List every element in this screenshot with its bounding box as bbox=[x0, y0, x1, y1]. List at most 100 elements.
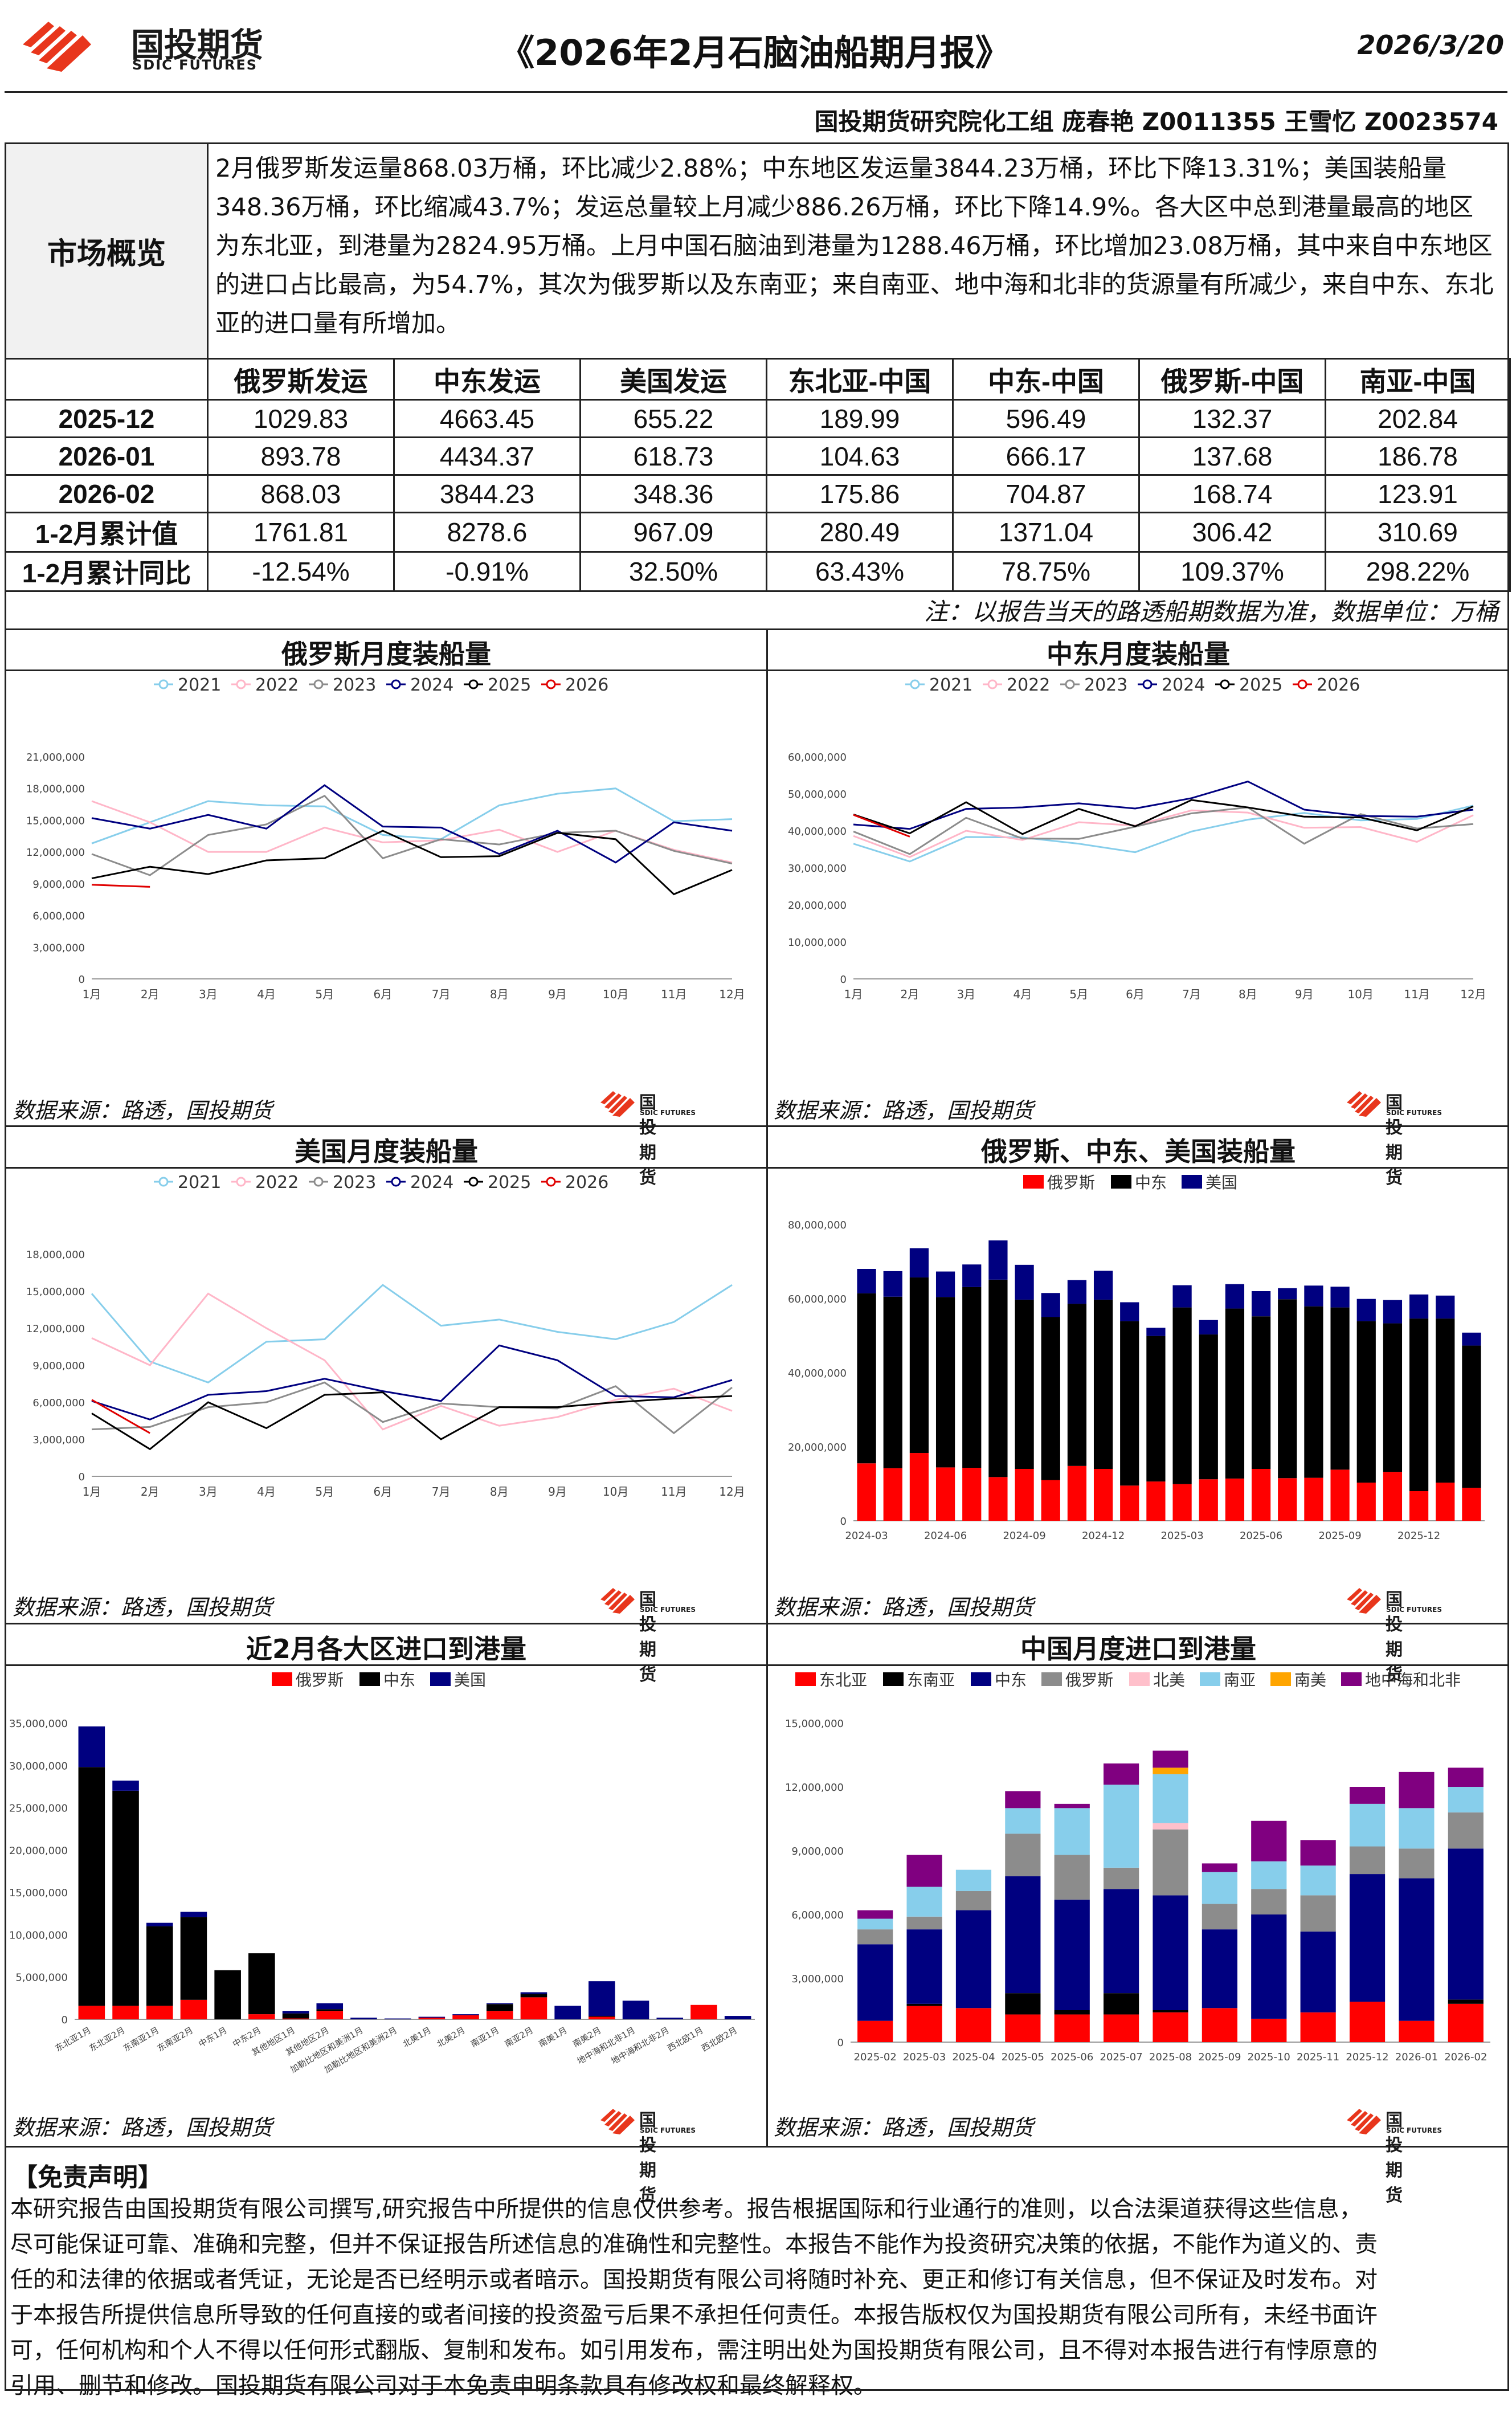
y-tick-label: 15,000,000 bbox=[26, 1286, 85, 1298]
y-tick-label: 10,000,000 bbox=[9, 1929, 68, 1941]
bar-segment-美国 bbox=[883, 1271, 902, 1297]
y-tick-label: 3,000,000 bbox=[32, 1434, 85, 1446]
x-tick-label: 东南亚1月 bbox=[121, 2025, 161, 2054]
logo-cn: 国投期货 bbox=[1386, 1093, 1403, 1188]
bar-segment-南美 bbox=[1153, 1767, 1188, 1774]
x-tick-label: 10月 bbox=[603, 1485, 628, 1499]
bar-segment-地中海和北非 bbox=[1349, 1787, 1386, 1804]
legend-swatch bbox=[391, 679, 401, 689]
data-source: 数据来源：路透，国投期货 bbox=[13, 1098, 273, 1123]
bar-segment-俄罗斯 bbox=[520, 1997, 547, 2019]
legend-label: 南亚 bbox=[1224, 1671, 1256, 1689]
bar-segment-地中海和北非 bbox=[1054, 1803, 1090, 1809]
bar-segment-中东 bbox=[1349, 1874, 1386, 2002]
legend-swatch bbox=[1270, 1672, 1291, 1686]
bar-segment-中东 bbox=[1172, 1307, 1192, 1484]
y-tick-label: 21,000,000 bbox=[26, 752, 85, 764]
bar-segment-俄罗斯 bbox=[962, 1468, 982, 1521]
logo-cn: 国投期货 bbox=[639, 2110, 656, 2206]
x-tick-label: 2025-02 bbox=[854, 2051, 897, 2063]
x-tick-label: 9月 bbox=[548, 1485, 567, 1499]
y-tick-label: 40,000,000 bbox=[788, 826, 847, 838]
bar-segment-南亚 bbox=[1005, 1808, 1041, 1834]
bar-segment-南亚 bbox=[1399, 1808, 1435, 1849]
x-tick-label: 北美2月 bbox=[435, 2025, 467, 2050]
bar-segment-南亚 bbox=[1054, 1808, 1090, 1855]
legend-label: 2023 bbox=[333, 675, 376, 695]
bar-segment-东北亚 bbox=[955, 2008, 992, 2042]
bar-segment-地中海和北非 bbox=[857, 1910, 893, 1919]
bar-segment-东北亚 bbox=[1251, 2018, 1287, 2042]
bar-segment-东北亚 bbox=[1349, 2002, 1386, 2042]
bar-segment-南亚 bbox=[1202, 1872, 1237, 1904]
x-tick-label: 11月 bbox=[661, 987, 686, 1001]
x-tick-label: 8月 bbox=[1239, 987, 1257, 1001]
series-line-2024 bbox=[91, 1344, 733, 1420]
bar-segment-中东 bbox=[1041, 1317, 1060, 1480]
row-label: 2025-12 bbox=[5, 399, 209, 438]
table-cell: 704.87 bbox=[952, 474, 1140, 513]
legend-swatch bbox=[468, 679, 479, 689]
divider bbox=[5, 2146, 1507, 2148]
bar-segment-俄罗斯 bbox=[1067, 1465, 1087, 1521]
x-tick-label: 2025-04 bbox=[952, 2051, 995, 2063]
bar-segment-俄罗斯 bbox=[1199, 1479, 1218, 1521]
bar-segment-中东 bbox=[78, 1767, 105, 2006]
bar-segment-美国 bbox=[1304, 1285, 1323, 1307]
table-cell: 1761.81 bbox=[207, 512, 395, 553]
x-tick-label: 2026-02 bbox=[1444, 2051, 1487, 2063]
logo-mark-icon bbox=[600, 1091, 635, 1117]
legend-label: 2024 bbox=[410, 1173, 453, 1193]
series-line-2023 bbox=[91, 794, 733, 876]
bar-segment-中东 bbox=[955, 1910, 992, 2008]
logo-mark-icon bbox=[1347, 2109, 1381, 2134]
y-tick-label: 12,000,000 bbox=[785, 1782, 844, 1794]
legend-swatch bbox=[1129, 1672, 1150, 1686]
bar-segment-美国 bbox=[1067, 1280, 1087, 1304]
logo-cn: 国投期货 bbox=[131, 26, 264, 64]
x-tick-label: 7月 bbox=[432, 987, 451, 1001]
disclaimer-line: 可，任何机构和个人不得以任何形式翻版、复制和发布。如引用发布，需注明出处为国投期… bbox=[10, 2337, 1378, 2363]
y-tick-label: 20,000,000 bbox=[9, 1845, 68, 1857]
x-tick-label: 南亚1月 bbox=[469, 2025, 501, 2050]
table-header-row: 俄罗斯发运 中东发运 美国发运 东北亚-中国 中东-中国 俄罗斯-中国 南亚-中… bbox=[5, 358, 1511, 401]
bar-segment-中东 bbox=[1093, 1299, 1113, 1469]
legend-swatch bbox=[1041, 1672, 1062, 1686]
y-tick-label: 40,000,000 bbox=[788, 1367, 847, 1379]
table-cell: 123.91 bbox=[1325, 474, 1511, 513]
series-line-2024 bbox=[853, 780, 1474, 830]
chart-title-china: 中国月度进口到港量 bbox=[1020, 1634, 1256, 1664]
legend-label: 2023 bbox=[333, 1173, 376, 1193]
y-tick-label: 0 bbox=[840, 974, 847, 986]
bar-segment-俄罗斯 bbox=[418, 2018, 446, 2019]
bar-segment-美国 bbox=[1172, 1285, 1192, 1308]
series-line-2026 bbox=[91, 884, 150, 888]
legend-label: 东南亚 bbox=[907, 1671, 955, 1689]
table-cell: -12.54% bbox=[207, 551, 395, 592]
series-line-2025 bbox=[91, 830, 733, 896]
series-line-2023 bbox=[853, 806, 1474, 855]
bar-segment-地中海和北非 bbox=[1448, 1767, 1484, 1787]
bar-segment-地中海和北非 bbox=[1251, 1820, 1287, 1861]
table-cell: 3844.23 bbox=[393, 474, 581, 513]
disclaimer-body: 本研究报告由国投期货有限公司撰写,研究报告中所提供的信息仅供参考。报告根据国际和… bbox=[10, 2191, 1506, 2403]
y-tick-label: 0 bbox=[62, 2014, 68, 2026]
legend-label: 2024 bbox=[1162, 675, 1205, 695]
table-cell: 348.36 bbox=[579, 474, 767, 513]
x-tick-label: 2024-03 bbox=[845, 1530, 888, 1542]
disclaimer-line: 于本报告所提供信息所导致的任何直接的或者间接的投资盈亏后果不承担任何责任。本报告… bbox=[10, 2302, 1378, 2328]
table-header bbox=[5, 358, 209, 401]
legend-label: 美国 bbox=[1205, 1173, 1237, 1192]
disclaimer-line: 尽可能保证可靠、准确和完整，但并不保证报告所述信息的准确性和完整性。本报告不能作… bbox=[10, 2231, 1378, 2257]
bar-segment-中东 bbox=[1251, 1914, 1287, 2019]
bar-segment-俄罗斯 bbox=[857, 1463, 876, 1521]
legend-swatch bbox=[546, 679, 556, 689]
table-cell: 32.50% bbox=[579, 551, 767, 592]
bar-segment-东北亚 bbox=[1448, 2003, 1484, 2042]
divider bbox=[5, 91, 1507, 93]
row-label: 2026-02 bbox=[5, 474, 209, 513]
bar-segment-美国 bbox=[1225, 1284, 1245, 1309]
x-tick-label: 2025-09 bbox=[1318, 1530, 1361, 1542]
bar-segment-美国 bbox=[316, 2003, 344, 2010]
x-tick-label: 10月 bbox=[1347, 987, 1373, 1001]
